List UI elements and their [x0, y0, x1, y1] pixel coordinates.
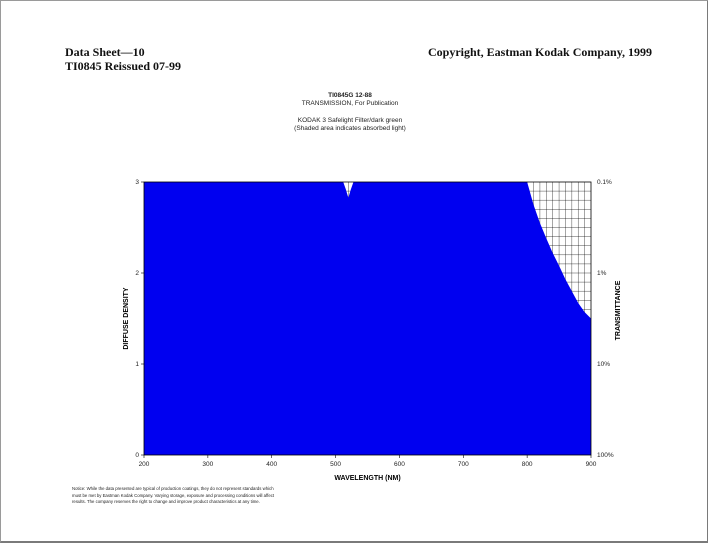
- chart-filter-name: KODAK 3 Safelight Filter/dark green: [297, 117, 403, 124]
- x-tick-label: 500: [330, 461, 341, 468]
- data-sheet-header: Data Sheet—10 TI0845 Reissued 07-99: [65, 45, 181, 73]
- y2-tick-label: 1%: [597, 270, 607, 277]
- x-tick-label: 300: [202, 461, 213, 468]
- y2-axis-ticks: 100% 10% 1% 0.1%: [597, 179, 614, 459]
- y-tick-label: 3: [135, 179, 139, 186]
- x-tick-label: 800: [522, 461, 533, 468]
- y2-tick-label: 100%: [597, 452, 614, 459]
- y2-axis-label: TRANSMITTANCE: [615, 280, 622, 340]
- x-axis-label: WAVELENGTH (NM): [334, 475, 400, 482]
- y-tick-label: 0: [135, 452, 139, 459]
- notice-text: Notice: While the data presented are typ…: [72, 486, 274, 506]
- chart-code: TI0845G 12-88: [328, 92, 372, 99]
- chart-shading-note: (Shaded area indicates absorbed light): [294, 125, 406, 132]
- y-tick-label: 2: [135, 270, 139, 277]
- y-axis-ticks: 0 1 2 3: [135, 179, 144, 459]
- notice-line: Notice: While the data presented are typ…: [72, 486, 274, 491]
- copyright-notice: Copyright, Eastman Kodak Company, 1999: [428, 45, 652, 59]
- data-sheet-number: Data Sheet—10: [65, 45, 145, 59]
- x-axis-ticks: 200 300 400 500 600 700 800 900: [139, 455, 597, 468]
- copyright-text: Copyright, Eastman Kodak Company, 1999: [428, 45, 653, 59]
- notice-line: results. The company reserves the right …: [72, 499, 260, 505]
- plot-frame: [143, 181, 592, 456]
- y2-tick-label: 10%: [597, 361, 610, 368]
- x-tick-label: 400: [266, 461, 277, 468]
- y-axis-label: DIFFUSE DENSITY: [123, 287, 130, 350]
- publication-reissue: TI0845 Reissued 07-99: [65, 59, 182, 73]
- x-tick-label: 700: [458, 461, 469, 468]
- x-tick-label: 900: [586, 461, 597, 468]
- chart-transmission-label: TRANSMISSION, For Publication: [301, 100, 399, 107]
- y2-tick-label: 0.1%: [597, 179, 612, 186]
- notice-line: must be met by Eastman Kodak Company. Va…: [72, 492, 275, 498]
- x-tick-label: 200: [139, 461, 150, 468]
- x-tick-label: 600: [394, 461, 405, 468]
- absorption-area: [144, 182, 591, 455]
- y-tick-label: 1: [135, 361, 139, 368]
